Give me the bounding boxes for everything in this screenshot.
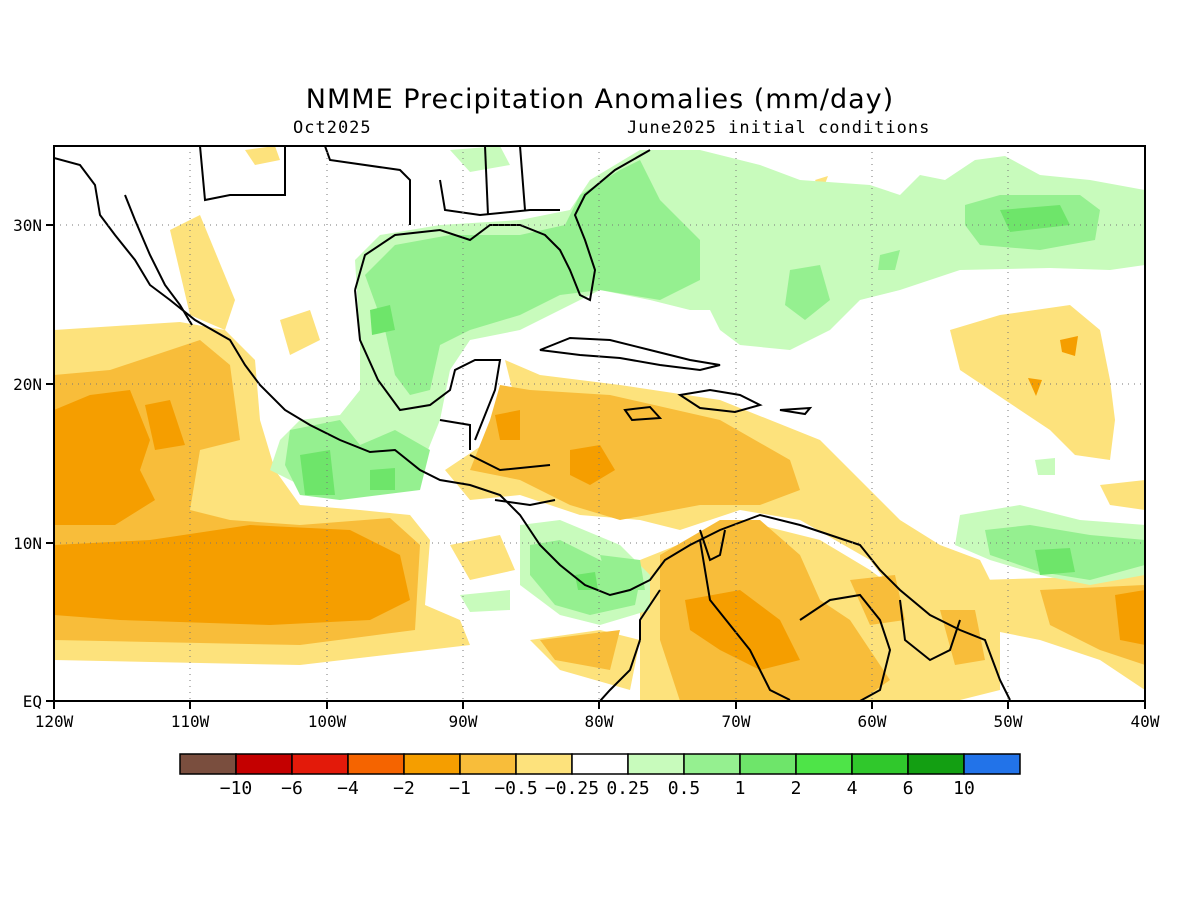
colorbar-swatch — [627, 753, 685, 775]
colorbar-label: −1 — [449, 778, 471, 799]
colorbar: −10 −6 −4 −2 −1 −0.5 −0.25 0.25 0.5 1 2 4 6 10 — [179, 753, 1021, 799]
lon-label: 100W — [308, 712, 347, 731]
lon-label: 40W — [1131, 712, 1160, 731]
longitude-labels: 120W 110W 100W 90W 80W 70W 60W 50W 40W — [35, 712, 1160, 731]
colorbar-label: 0.5 — [668, 778, 701, 799]
anomaly-field — [54, 146, 1145, 701]
colorbar-label: 10 — [953, 778, 975, 799]
colorbar-label: −0.5 — [494, 778, 537, 799]
colorbar-swatch — [347, 753, 405, 775]
colorbar-label: 6 — [903, 778, 914, 799]
lon-label: 110W — [171, 712, 210, 731]
colorbar-swatch — [795, 753, 853, 775]
lon-label: 90W — [449, 712, 478, 731]
colorbar-swatch — [963, 753, 1021, 775]
lon-label: 120W — [35, 712, 74, 731]
colorbar-swatch — [907, 753, 965, 775]
colorbar-swatch — [235, 753, 293, 775]
colorbar-label: −4 — [337, 778, 359, 799]
colorbar-label: −0.25 — [545, 778, 599, 799]
lon-label: 60W — [858, 712, 887, 731]
lat-label: 30N — [13, 216, 42, 235]
colorbar-swatch — [739, 753, 797, 775]
colorbar-label: 2 — [791, 778, 802, 799]
lon-label: 50W — [994, 712, 1023, 731]
initial-conditions-label: June2025 initial conditions — [627, 118, 931, 138]
colorbar-label: 1 — [735, 778, 746, 799]
colorbar-swatch — [515, 753, 573, 775]
anomaly-strong-dry — [54, 336, 1145, 670]
colorbar-swatch — [291, 753, 349, 775]
anomaly-strong-wet — [300, 205, 1075, 590]
colorbar-label: 4 — [847, 778, 858, 799]
colorbar-label: −6 — [281, 778, 303, 799]
map-title: NMME Precipitation Anomalies (mm/day) — [305, 84, 895, 115]
colorbar-label: 0.25 — [606, 778, 649, 799]
colorbar-swatch — [403, 753, 461, 775]
lat-label: EQ — [23, 692, 42, 711]
tick-marks — [46, 224, 1146, 709]
lat-label: 20N — [13, 375, 42, 394]
valid-month-label: Oct2025 — [293, 118, 372, 138]
colorbar-swatch — [571, 753, 629, 775]
colorbar-swatch — [179, 753, 237, 775]
coastlines — [54, 146, 1011, 701]
colorbar-swatch — [851, 753, 909, 775]
lon-label: 70W — [722, 712, 751, 731]
colorbar-swatch — [459, 753, 517, 775]
colorbar-swatch — [683, 753, 741, 775]
lat-label: 10N — [13, 534, 42, 553]
graticule — [54, 146, 1145, 701]
latitude-labels: EQ 10N 20N 30N — [13, 216, 42, 711]
lon-label: 80W — [585, 712, 614, 731]
colorbar-label: −2 — [393, 778, 415, 799]
colorbar-label: −10 — [220, 778, 253, 799]
